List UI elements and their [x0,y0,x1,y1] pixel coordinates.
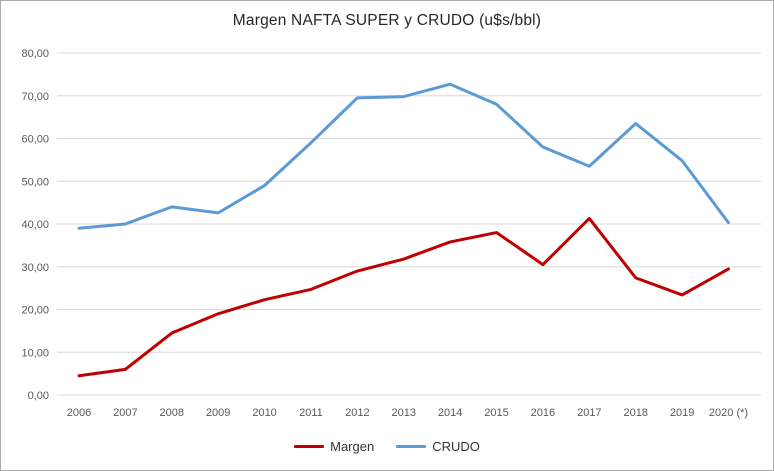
x-tick-label: 2019 [670,407,694,419]
x-tick-label: 2016 [531,407,555,419]
y-tick-label: 20,00 [21,305,49,317]
x-tick-label: 2020 (*) [709,407,748,419]
crudo-line-swatch [396,445,427,448]
x-tick-label: 2017 [577,407,601,419]
x-tick-label: 2014 [438,407,462,419]
y-tick-label: 80,00 [21,48,49,60]
legend: Margen CRUDO [1,439,773,454]
y-tick-label: 40,00 [21,219,49,231]
x-tick-label: 2010 [252,407,276,419]
x-tick-label: 2008 [160,407,184,419]
legend-label-crudo: CRUDO [432,439,480,454]
series-line-margen [77,216,730,378]
y-tick-label: 10,00 [21,347,49,359]
y-tick-label: 60,00 [21,134,49,146]
y-tick-label: 50,00 [21,176,49,188]
y-tick-label: 0,00 [28,390,49,402]
x-tick-label: 2018 [623,407,647,419]
x-tick-label: 2012 [345,407,369,419]
x-tick-label: 2006 [67,407,91,419]
series-line-crudo [77,82,730,230]
legend-item-margen: Margen [294,439,374,454]
chart-title: Margen NAFTA SUPER y CRUDO (u$s/bbl) [232,12,542,29]
x-tick-label: 2007 [113,407,137,419]
legend-label-margen: Margen [330,439,375,454]
y-tick-label: 30,00 [21,262,49,274]
margen-line-swatch [294,445,325,448]
x-tick-label: 2013 [392,407,416,419]
legend-item-crudo: CRUDO [396,439,480,454]
x-tick-label: 2009 [206,407,230,419]
x-tick-label: 2011 [299,407,323,419]
x-tick-label: 2015 [484,407,508,419]
y-tick-label: 70,00 [21,91,49,103]
